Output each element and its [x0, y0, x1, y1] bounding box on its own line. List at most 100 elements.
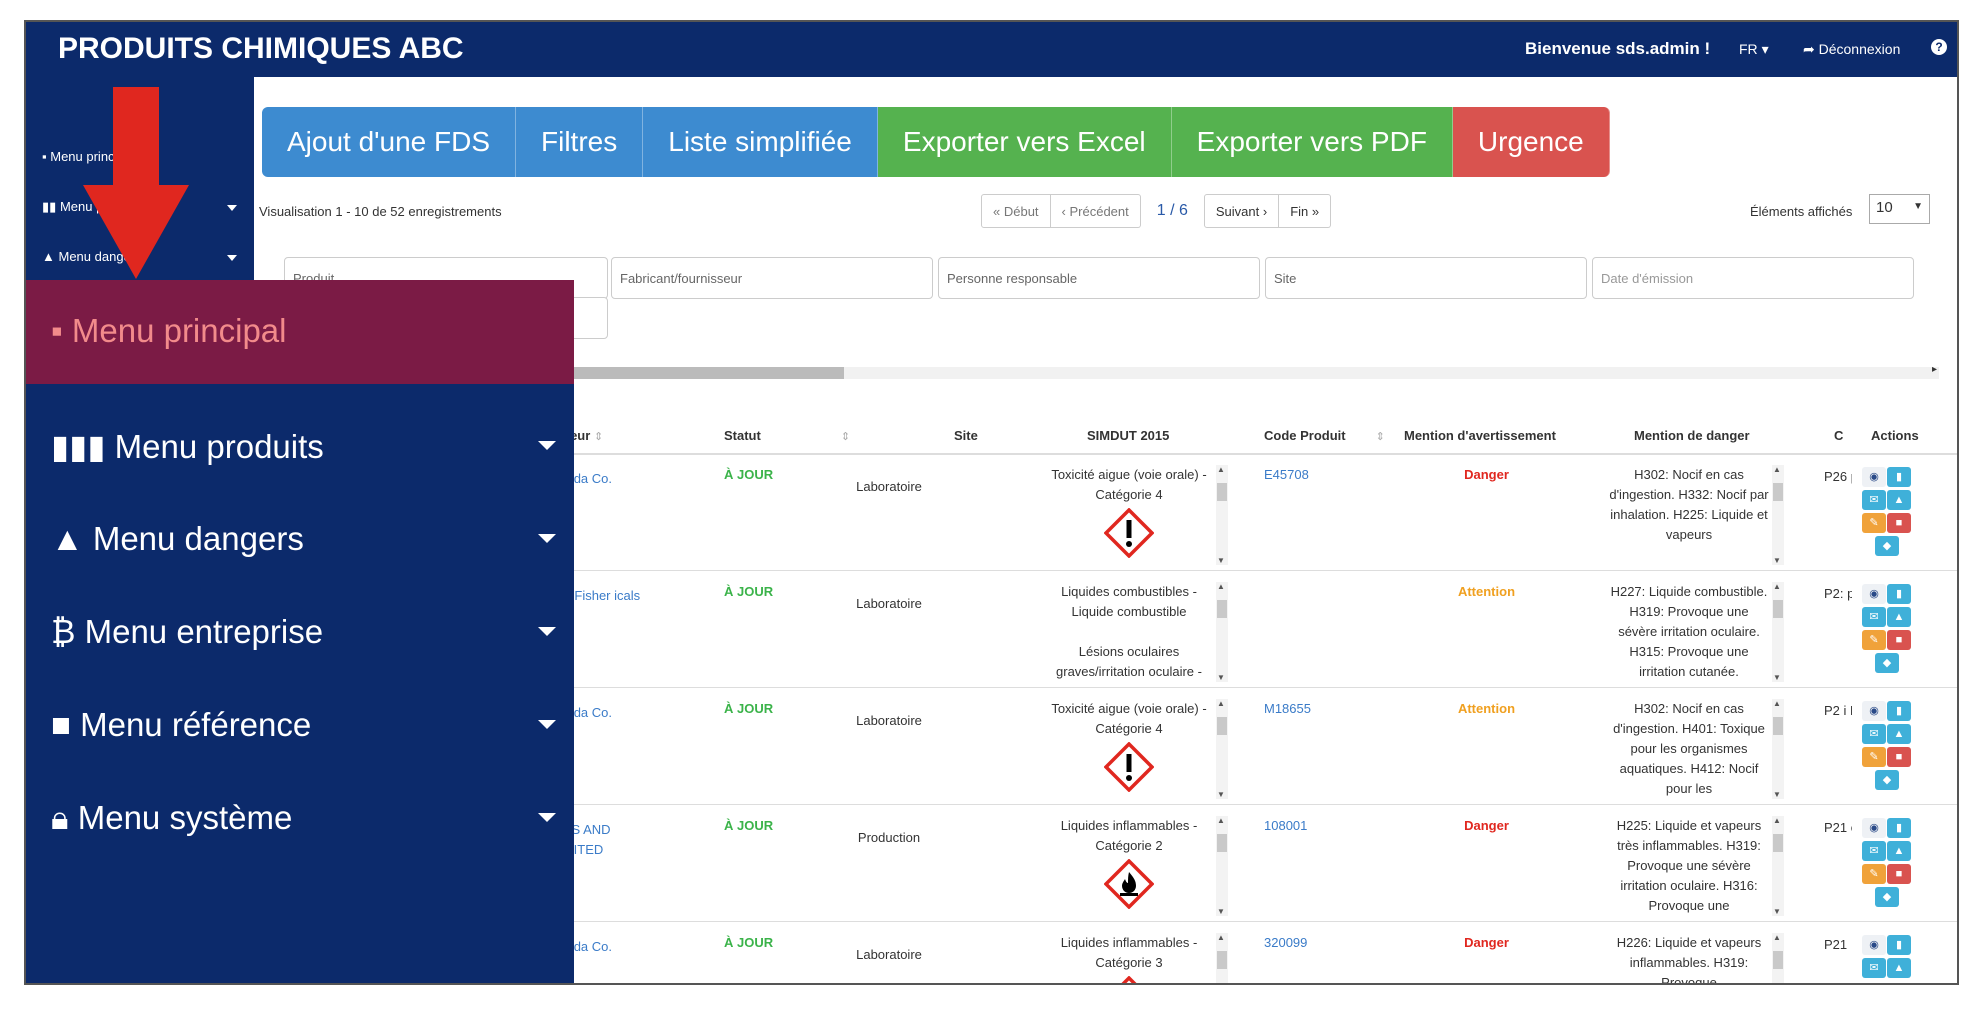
menu-entreprise-item[interactable]: ₿ Menu entreprise	[51, 613, 556, 651]
simple-list-button[interactable]: Liste simplifiée	[643, 107, 878, 177]
last-page-button[interactable]: Fin »	[1279, 194, 1332, 228]
menu-label: Menu produits	[114, 428, 324, 465]
bookmark-icon[interactable]: ▮	[1887, 467, 1911, 487]
cell-scrollbar[interactable]: ▲▼	[1216, 816, 1228, 916]
col-header-actions: Actions	[1871, 428, 1919, 443]
ghs-icon[interactable]: ◆	[1875, 770, 1899, 790]
menu-produits-item[interactable]: ▮▮▮ Menu produits	[51, 427, 556, 466]
page-indicator: 1 / 6	[1156, 202, 1188, 219]
cell-scrollbar[interactable]: ▲▼	[1216, 699, 1228, 799]
bookmark-icon[interactable]: ▮	[1887, 584, 1911, 604]
warning-icon[interactable]: ▲	[1887, 958, 1911, 978]
delete-icon[interactable]: ■	[1887, 864, 1911, 884]
bookmark-icon[interactable]: ▮	[1887, 818, 1911, 838]
first-page-button[interactable]: « Début	[981, 194, 1051, 228]
bookmark-icon[interactable]: ▮	[1887, 935, 1911, 955]
site-filter-input[interactable]: Site	[1265, 257, 1587, 299]
filters-button[interactable]: Filtres	[516, 107, 644, 177]
per-page-value: 10	[1876, 199, 1893, 216]
col-header-site[interactable]: Site	[954, 428, 978, 443]
top-navbar: PRODUITS CHIMIQUES ABC Bienvenue sds.adm…	[26, 22, 1957, 77]
export-excel-button[interactable]: Exporter vers Excel	[877, 107, 1172, 177]
edit-icon[interactable]: ✎	[1862, 864, 1886, 884]
menu-label: Menu principal	[71, 312, 287, 349]
precaution-cell: P21	[1824, 937, 1848, 952]
language-dropdown[interactable]: FR ▾	[1739, 41, 1769, 58]
warning-icon[interactable]: ▲	[1887, 724, 1911, 744]
hazard-statements: H302: Nocif en cas d'ingestion. H401: To…	[1613, 701, 1765, 796]
cell-scrollbar[interactable]: ▲▼	[1216, 933, 1228, 983]
sidebar-item-dangers[interactable]: ▲ Menu dangers	[42, 249, 242, 264]
col-header-code[interactable]: Code Produit ⇕	[1264, 428, 1385, 443]
edit-icon[interactable]: ✎	[1862, 630, 1886, 650]
view-icon[interactable]: ◉	[1862, 584, 1886, 604]
delete-icon[interactable]: ■	[1887, 630, 1911, 650]
emergency-button[interactable]: Urgence	[1452, 107, 1610, 177]
cell-scrollbar[interactable]: ▲▼	[1216, 465, 1228, 565]
signal-word: Danger	[1464, 467, 1509, 482]
email-icon[interactable]: ✉	[1862, 490, 1886, 510]
sidebar-item-label: Menu dangers	[58, 249, 142, 264]
language-label: FR	[1739, 41, 1758, 57]
menu-systeme-item[interactable]: 🔒︎ Menu système	[51, 799, 556, 838]
responsible-filter-input[interactable]: Personne responsable	[938, 257, 1260, 299]
action-toolbar: Ajout d'une FDS Filtres Liste simplifiée…	[262, 107, 1610, 177]
cell-scrollbar[interactable]: ▲▼	[1772, 933, 1784, 983]
cell-scrollbar[interactable]: ▲▼	[1772, 816, 1784, 916]
logout-link[interactable]: ➦ Déconnexion	[1803, 41, 1900, 58]
email-icon[interactable]: ✉	[1862, 724, 1886, 744]
table-row: anada Co. À JOUR Laboratoire Toxicité aigue…	[254, 689, 1957, 805]
product-code-link[interactable]: E45708	[1264, 467, 1309, 482]
view-icon[interactable]: ◉	[1862, 467, 1886, 487]
ghs-icon[interactable]: ◆	[1875, 653, 1899, 673]
delete-icon[interactable]: ■	[1887, 747, 1911, 767]
simdut-class-2: Toxicité aigue, inhalation	[1044, 564, 1214, 565]
issue-date-filter-input[interactable]: Date d'émission	[1592, 257, 1914, 299]
email-icon[interactable]: ✉	[1862, 607, 1886, 627]
col-header-mention[interactable]: Mention d'avertissement	[1404, 428, 1556, 443]
cell-scrollbar[interactable]: ▲▼	[1772, 582, 1784, 682]
next-page-button[interactable]: Suivant ›	[1203, 194, 1280, 228]
warning-icon[interactable]: ▲	[1887, 607, 1911, 627]
col-header-danger[interactable]: Mention de danger	[1634, 428, 1750, 443]
scroll-right-icon[interactable]: ▸	[1931, 364, 1937, 375]
col-header-simdut[interactable]: SIMDUT 2015	[1087, 428, 1170, 443]
menu-dangers-item[interactable]: ▲ Menu dangers	[51, 520, 556, 558]
col-header-status[interactable]: Statut ⇕	[724, 428, 851, 443]
caret-down-icon	[538, 813, 556, 822]
export-pdf-button[interactable]: Exporter vers PDF	[1171, 107, 1453, 177]
caret-down-icon	[538, 534, 556, 543]
hazard-statements: H227: Liquide combustible. H319: Provoqu…	[1610, 584, 1768, 679]
cell-scrollbar[interactable]: ▲▼	[1772, 465, 1784, 565]
simdut-cell: Liquides inflammables - Catégorie 3	[1044, 933, 1214, 983]
add-sds-button[interactable]: Ajout d'une FDS	[262, 107, 517, 177]
view-icon[interactable]: ◉	[1862, 701, 1886, 721]
email-icon[interactable]: ✉	[1862, 958, 1886, 978]
help-icon[interactable]: ?	[1931, 39, 1947, 55]
view-icon[interactable]: ◉	[1862, 935, 1886, 955]
menu-principal-item[interactable]: ▪ Menu principal	[26, 280, 574, 384]
view-icon[interactable]: ◉	[1862, 818, 1886, 838]
col-header-cons[interactable]: C	[1834, 428, 1844, 443]
ghs-icon[interactable]: ◆	[1875, 887, 1899, 907]
product-code-link[interactable]: M18655	[1264, 701, 1311, 716]
delete-icon[interactable]: ■	[1887, 513, 1911, 533]
email-icon[interactable]: ✉	[1862, 841, 1886, 861]
signal-word: Attention	[1457, 701, 1516, 716]
cell-scrollbar[interactable]: ▲▼	[1216, 582, 1228, 682]
product-code-link[interactable]: 108001	[1264, 818, 1308, 833]
per-page-select[interactable]: 10 ▼	[1869, 194, 1930, 224]
bookmark-icon[interactable]: ▮	[1887, 701, 1911, 721]
warning-icon[interactable]: ▲	[1887, 841, 1911, 861]
cell-scrollbar[interactable]: ▲▼	[1772, 699, 1784, 799]
edit-icon[interactable]: ✎	[1862, 747, 1886, 767]
row-actions: ◉ ▮✉ ▲	[1862, 935, 1922, 981]
product-code-link[interactable]: 320099	[1264, 935, 1308, 950]
edit-icon[interactable]: ✎	[1862, 513, 1886, 533]
prev-page-button[interactable]: ‹ Précédent	[1050, 194, 1141, 228]
supplier-filter-input[interactable]: Fabricant/fournisseur	[611, 257, 933, 299]
lock-icon: 🔒︎	[51, 799, 69, 836]
menu-reference-item[interactable]: ■ Menu référence	[51, 706, 556, 744]
warning-icon[interactable]: ▲	[1887, 490, 1911, 510]
ghs-icon[interactable]: ◆	[1875, 536, 1899, 556]
